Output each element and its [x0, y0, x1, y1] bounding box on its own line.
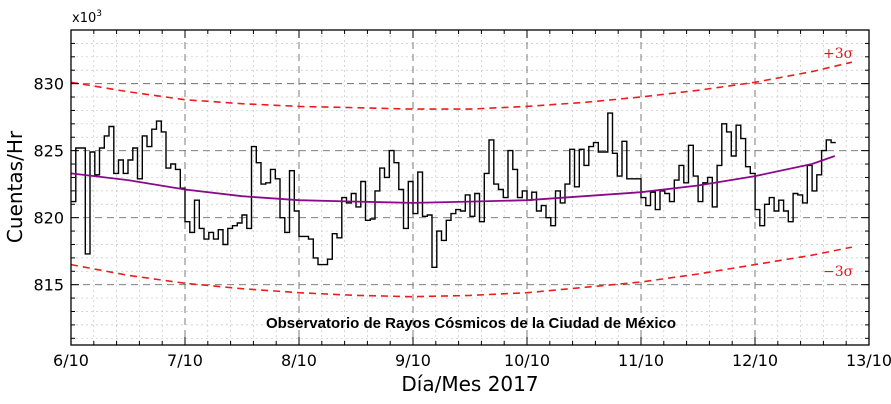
trend-fit-line: [70, 155, 836, 204]
x-tick-label: 12/10: [732, 351, 778, 370]
y-tick-label: 820: [33, 209, 64, 228]
y-tick-label: 825: [33, 142, 64, 161]
x-tick-label: 6/10: [53, 351, 89, 370]
x-tick-label: 9/10: [395, 351, 431, 370]
x-tick-label: 7/10: [167, 351, 203, 370]
observatory-annotation: Observatorio de Rayos Cósmicos de la Ciu…: [266, 315, 676, 332]
plot-frame: [70, 29, 870, 346]
y-tick-labels: 815 820 825 830: [33, 75, 64, 295]
major-grid: [71, 30, 869, 345]
y-tick-label: 830: [33, 75, 64, 94]
series-layer: [70, 61, 853, 298]
y-tick-label: 815: [33, 276, 64, 295]
lower-sigma-label: −3σ: [823, 264, 854, 280]
x-tick-label: 13/10: [846, 351, 891, 370]
x-axis-label: Día/Mes 2017: [401, 372, 538, 396]
y-multiplier: x103: [72, 9, 102, 26]
x-tick-label: 10/10: [504, 351, 550, 370]
x-tick-labels: 6/10 7/10 8/10 9/10 10/10 11/10 12/10 13/10: [53, 351, 891, 370]
y-axis-label: Cuentas/Hr: [3, 130, 27, 243]
upper-sigma-label: +3σ: [823, 46, 854, 62]
axis-ticks: [70, 29, 870, 345]
x-tick-label: 11/10: [618, 351, 664, 370]
hourly-counts-line: [71, 112, 836, 268]
minor-grid: [71, 29, 869, 345]
sigma-band-line: [70, 246, 853, 298]
x-tick-label: 8/10: [281, 351, 317, 370]
sigma-band-line: [70, 61, 853, 110]
